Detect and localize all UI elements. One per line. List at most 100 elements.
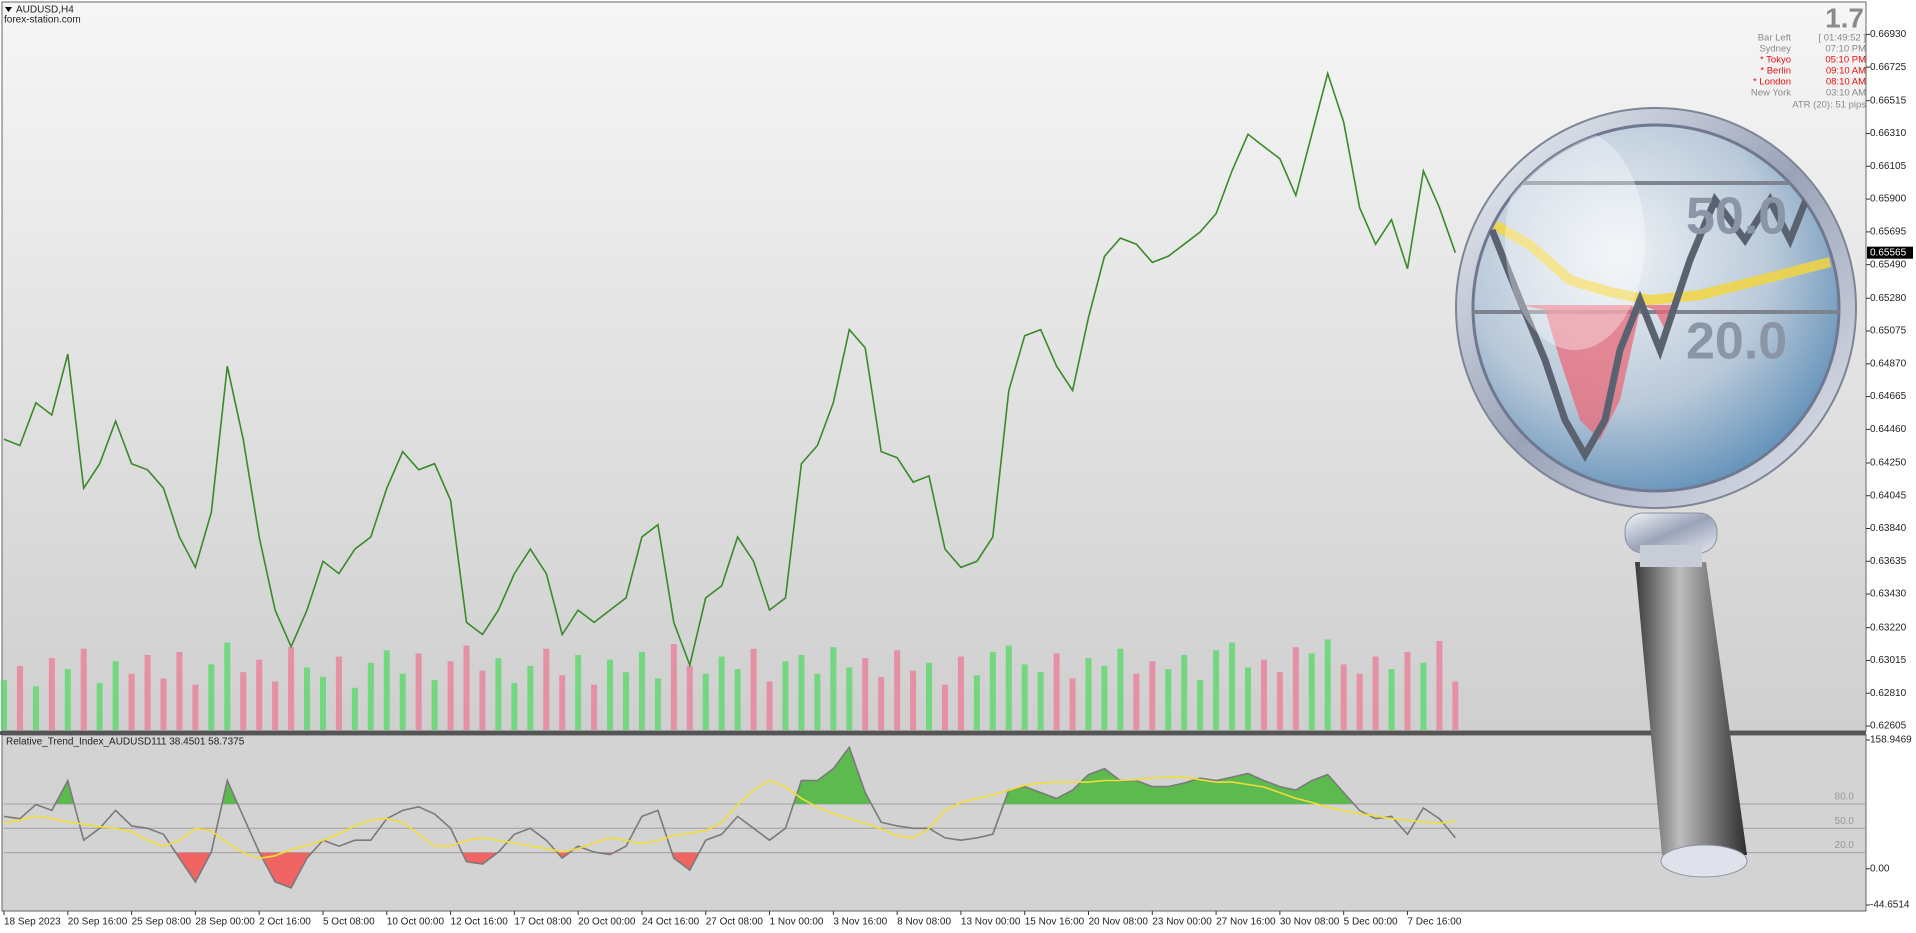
lens-glare: [1505, 130, 1645, 350]
volume-bar: [335, 656, 342, 730]
x-tick-label: 3 Nov 16:00: [833, 917, 887, 928]
volume-bar: [367, 662, 374, 730]
volume-bar: [718, 656, 725, 730]
y-tick-label: 0.66105: [1870, 161, 1907, 172]
volume-bar: [224, 642, 231, 730]
x-tick-label: 5 Dec 00:00: [1344, 917, 1398, 928]
lens-rti: [1488, 188, 1814, 463]
y-tick-label: 0.64665: [1870, 391, 1907, 402]
volume-bar: [128, 673, 135, 730]
volume-bar: [1181, 655, 1188, 730]
volume-bar: [910, 670, 917, 730]
volume-bar: [766, 681, 773, 730]
volume-bar: [16, 665, 23, 730]
lens-content: 50.0 20.0: [1473, 130, 1839, 463]
x-tick-label: 2 Oct 16:00: [259, 917, 311, 928]
volume-bar: [463, 645, 470, 730]
volume-bar: [670, 644, 677, 730]
magnifier-handle: [1635, 562, 1747, 855]
volume-bar: [862, 658, 869, 730]
session-name: * Berlin: [1760, 66, 1791, 77]
volume-bar: [894, 650, 901, 730]
volume-bar: [1244, 667, 1251, 730]
chart-subtitle: forex-station.com: [4, 15, 81, 26]
volume-bar: [750, 648, 757, 730]
level-label: 20.0: [1835, 840, 1855, 851]
volume-bar: [48, 658, 55, 730]
volume-bar: [1, 680, 7, 730]
volume-bar: [941, 684, 948, 730]
volume-bar: [1021, 664, 1028, 730]
handle-cap: [1660, 844, 1748, 878]
volume-bar: [304, 667, 311, 730]
volume-bar: [846, 667, 853, 730]
x-tick-label: 30 Nov 08:00: [1280, 917, 1340, 928]
volume-bar: [160, 678, 167, 730]
volume-bar: [1069, 678, 1076, 730]
volume-bar: [1324, 639, 1331, 730]
session-name: Bar Left: [1758, 33, 1792, 44]
session-name: * London: [1753, 77, 1791, 88]
volume-bar: [80, 648, 87, 730]
volume-bar: [926, 662, 933, 730]
y-tick-label: 0.62605: [1870, 721, 1907, 732]
x-tick-label: 10 Oct 00:00: [387, 917, 445, 928]
y-tick-label: 0.66515: [1870, 95, 1907, 106]
x-tick-label: 28 Sep 00:00: [195, 917, 255, 928]
lens-label: 50.0: [1686, 188, 1787, 246]
volume-bar: [415, 653, 422, 730]
volume-bar: [878, 676, 885, 730]
volume-bar: [1101, 665, 1108, 730]
volume-bar: [383, 650, 390, 730]
volume-bar: [112, 661, 119, 730]
volume-bar: [351, 687, 358, 730]
session-time: 08:10 AM: [1826, 77, 1866, 88]
x-tick-label: 20 Oct 00:00: [578, 917, 636, 928]
x-tick-label: 25 Sep 08:00: [132, 917, 192, 928]
indicator-line: [3, 745, 1456, 889]
volume-bar: [399, 673, 406, 730]
pane-separator: [0, 731, 1866, 735]
session-time: 03:10 AM: [1826, 88, 1866, 99]
volume-bar: [1340, 664, 1347, 730]
indicator-line: [3, 776, 1456, 860]
x-tick-label: 27 Oct 08:00: [706, 917, 764, 928]
price-line: [3, 70, 1457, 668]
volume-bar: [479, 670, 486, 730]
x-tick-label: 24 Oct 16:00: [642, 917, 700, 928]
y-tick-label: 0.65695: [1870, 227, 1907, 238]
symbol-menu[interactable]: [5, 7, 12, 12]
lens-label: 20.0: [1686, 313, 1787, 371]
volume-bar: [830, 647, 837, 730]
y-tick-label: 0.63840: [1870, 523, 1907, 534]
y-tick-label: 0.62810: [1870, 688, 1907, 699]
x-tick-label: 1 Nov 00:00: [770, 917, 824, 928]
volume-bar: [1213, 650, 1220, 730]
overbought-area: [4, 747, 1456, 804]
volume-bar: [1356, 673, 1363, 730]
volume-bar: [288, 647, 295, 730]
x-tick-label: 20 Nov 08:00: [1089, 917, 1149, 928]
chart-title: AUDUSD,H4: [16, 5, 74, 16]
volume-bar: [973, 675, 980, 730]
volume-bar: [1452, 681, 1459, 730]
volume-bar: [431, 680, 438, 730]
volume-bar: [1133, 673, 1140, 730]
atr-label: ATR (20): 51 pips: [1792, 100, 1866, 111]
level-label: 80.0: [1835, 792, 1855, 803]
x-tick-label: 13 Nov 00:00: [961, 917, 1021, 928]
session-name: Sydney: [1759, 44, 1791, 55]
volume-bar: [1005, 645, 1012, 730]
volume-bar: [1420, 662, 1427, 730]
volume-bar: [144, 655, 151, 730]
volume-bar: [686, 665, 693, 730]
y-tick-label: 0.65280: [1870, 293, 1907, 304]
volume-bar: [511, 683, 518, 730]
current-price-label: 0.65565: [1870, 247, 1907, 258]
volume-bar: [559, 675, 566, 730]
volume-bar: [782, 661, 789, 730]
volume-bar: [622, 672, 629, 730]
volume-bar: [654, 678, 661, 730]
volume-bar: [798, 655, 805, 730]
y-tick-label: 0.64045: [1870, 490, 1907, 501]
